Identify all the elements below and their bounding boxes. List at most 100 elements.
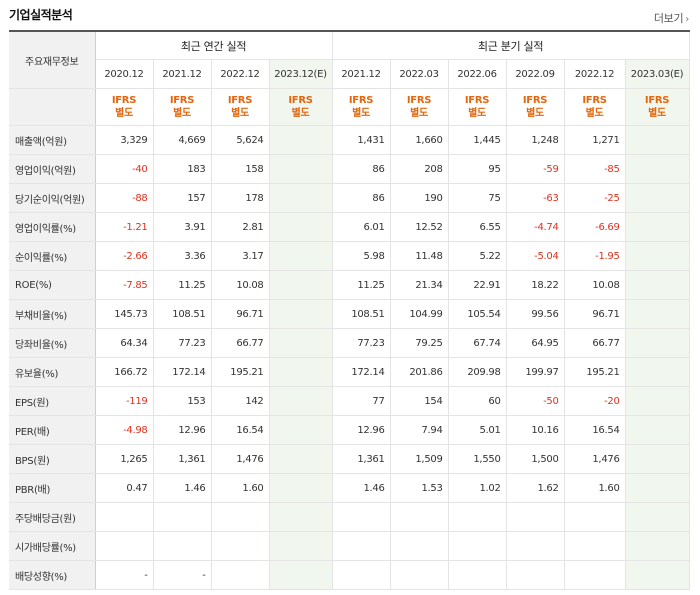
table-cell: 1,500 bbox=[506, 444, 565, 474]
table-cell: 96.71 bbox=[211, 299, 270, 329]
table-cell bbox=[153, 531, 212, 561]
period-header: 2022.12 bbox=[564, 59, 626, 89]
table-cell: 1.02 bbox=[448, 473, 507, 503]
table-cell: 5.98 bbox=[331, 241, 391, 271]
table-cell: 172.14 bbox=[331, 357, 391, 387]
table-cell bbox=[269, 444, 333, 474]
table-cell: 22.91 bbox=[448, 270, 507, 300]
table-cell: 201.86 bbox=[390, 357, 449, 387]
table-cell bbox=[448, 560, 507, 590]
table-cell bbox=[625, 502, 690, 532]
table-cell: 172.14 bbox=[153, 357, 212, 387]
table-cell: 11.25 bbox=[153, 270, 212, 300]
row-label: 영업이익(억원) bbox=[9, 154, 96, 184]
period-header: 2023.03(E) bbox=[625, 59, 690, 89]
ifrs-label: IFRS bbox=[111, 95, 137, 106]
row-label: 순이익률(%) bbox=[9, 241, 96, 271]
table-cell: -6.69 bbox=[564, 212, 626, 242]
table-cell: -119 bbox=[95, 386, 154, 416]
table-cell: 0.47 bbox=[95, 473, 154, 503]
table-cell bbox=[564, 531, 626, 561]
table-cell: -40 bbox=[95, 154, 154, 184]
more-link[interactable]: 더보기 › bbox=[654, 10, 689, 26]
table-cell: 10.08 bbox=[564, 270, 626, 300]
table-row: 당좌비율(%) 64.34 77.23 66.77 77.23 79.25 67.74 64.… bbox=[9, 328, 690, 358]
table-cell bbox=[269, 560, 333, 590]
table-cell bbox=[625, 299, 690, 329]
group-quarter-header: 최근 분기 실적 bbox=[331, 31, 690, 60]
table-cell: -1.95 bbox=[564, 241, 626, 271]
table-cell: 10.16 bbox=[506, 415, 565, 445]
table-cell: 60 bbox=[448, 386, 507, 416]
table-cell: 153 bbox=[153, 386, 212, 416]
ifrs-badge: IFRS 별도 bbox=[506, 88, 565, 126]
table-cell: -85 bbox=[564, 154, 626, 184]
table-cell: 1,361 bbox=[153, 444, 212, 474]
table-cell: 64.95 bbox=[506, 328, 565, 358]
table-cell bbox=[625, 473, 690, 503]
table-cell: 5.01 bbox=[448, 415, 507, 445]
table-cell: 1,271 bbox=[564, 125, 626, 155]
table-cell: -88 bbox=[95, 183, 154, 213]
table-row: 영업이익(억원) -40 183 158 86 208 95 -59 -85 bbox=[9, 154, 690, 184]
row-label: 유보율(%) bbox=[9, 357, 96, 387]
table-cell: 145.73 bbox=[95, 299, 154, 329]
ifrs-label: IFRS bbox=[227, 95, 253, 106]
table-cell bbox=[269, 270, 333, 300]
ifrs-basis-label: 별도 bbox=[648, 108, 666, 119]
table-cell: 183 bbox=[153, 154, 212, 184]
row-label: 당좌비율(%) bbox=[9, 328, 96, 358]
table-cell: 5,624 bbox=[211, 125, 270, 155]
table-cell: 108.51 bbox=[331, 299, 391, 329]
table-cell: 3.36 bbox=[153, 241, 212, 271]
section-title: 기업실적분석 bbox=[9, 8, 73, 22]
table-cell: 6.01 bbox=[331, 212, 391, 242]
table-cell bbox=[269, 357, 333, 387]
table-cell: -4.74 bbox=[506, 212, 565, 242]
table-row: EPS(원) -119 153 142 77 154 60 -50 -20 bbox=[9, 386, 690, 416]
table-cell bbox=[448, 531, 507, 561]
table-cell bbox=[269, 328, 333, 358]
row-label: 시가배당률(%) bbox=[9, 531, 96, 561]
group-annual-header: 최근 연간 실적 bbox=[95, 31, 333, 60]
table-cell bbox=[269, 154, 333, 184]
table-cell: 67.74 bbox=[448, 328, 507, 358]
table-row: 영업이익률(%) -1.21 3.91 2.81 6.01 12.52 6.55 -4.74-… bbox=[9, 212, 690, 242]
table-cell bbox=[269, 531, 333, 561]
table-row: 시가배당률(%) bbox=[9, 531, 690, 561]
table-row: 유보율(%) 166.72 172.14 195.21 172.14 201.86 209.… bbox=[9, 357, 690, 387]
table-cell bbox=[506, 560, 565, 590]
row-label: BPS(원) bbox=[9, 444, 96, 474]
period-header: 2022.09 bbox=[506, 59, 565, 89]
table-cell: 1,361 bbox=[331, 444, 391, 474]
table-cell bbox=[625, 560, 690, 590]
table-cell bbox=[269, 415, 333, 445]
table-cell: -1.21 bbox=[95, 212, 154, 242]
table-cell bbox=[448, 502, 507, 532]
table-cell: 157 bbox=[153, 183, 212, 213]
table-cell bbox=[625, 444, 690, 474]
table-cell: 6.55 bbox=[448, 212, 507, 242]
row-label: PER(배) bbox=[9, 415, 96, 445]
ifrs-basis-label: 별도 bbox=[468, 108, 486, 119]
table-cell: 3.91 bbox=[153, 212, 212, 242]
ifrs-basis-label: 별도 bbox=[173, 108, 191, 119]
table-cell: 77.23 bbox=[331, 328, 391, 358]
table-cell: 99.56 bbox=[506, 299, 565, 329]
table-cell bbox=[625, 125, 690, 155]
table-row: 매출액(억원) 3,329 4,669 5,624 1,431 1,660 1,445 1,2… bbox=[9, 125, 690, 155]
table-cell: 3,329 bbox=[95, 125, 154, 155]
table-cell: 7.94 bbox=[390, 415, 449, 445]
ifrs-header-row: IFRS 별도 IFRS 별도 IFRS 별도 IFRS 별도 IFRS 별도 IFRS 별도 IFRS… bbox=[9, 88, 690, 126]
table-cell bbox=[269, 125, 333, 155]
table-row: ROE(%) -7.85 11.25 10.08 11.25 21.34 22.91 18.2… bbox=[9, 270, 690, 300]
ifrs-badge: IFRS 별도 bbox=[564, 88, 626, 126]
ifrs-label: IFRS bbox=[522, 95, 548, 106]
table-cell: 77 bbox=[331, 386, 391, 416]
table-cell: 86 bbox=[331, 154, 391, 184]
table-cell bbox=[269, 386, 333, 416]
table-cell bbox=[331, 560, 391, 590]
table-cell: 142 bbox=[211, 386, 270, 416]
table-cell: 1,248 bbox=[506, 125, 565, 155]
table-row: PER(배) -4.98 12.96 16.54 12.96 7.94 5.01 10.16 1… bbox=[9, 415, 690, 445]
